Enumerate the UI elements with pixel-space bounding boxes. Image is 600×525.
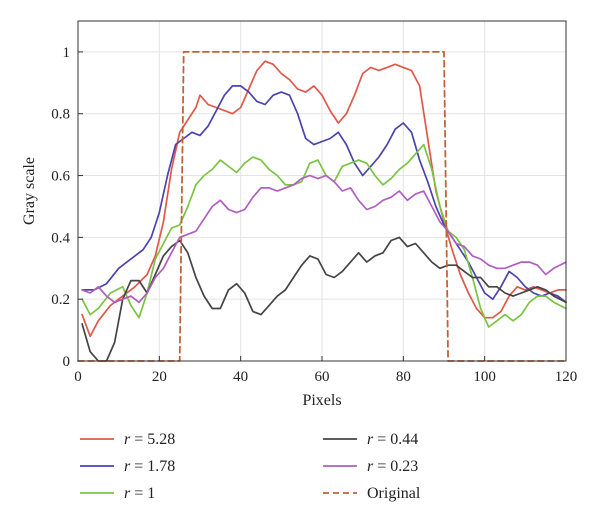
- series-line-r-1-78: [81, 85, 567, 304]
- legend-label: r = 0.23: [367, 458, 418, 475]
- x-axis-title: Pixels: [302, 392, 341, 409]
- x-tick-label: 100: [473, 369, 496, 385]
- legend: r = 5.28r = 1.78r = 1r = 0.44r = 0.23Ori…: [80, 431, 421, 502]
- x-tick-label: 60: [315, 369, 330, 385]
- y-tick-label: 0: [63, 354, 71, 370]
- legend-value: = 5.28: [130, 431, 175, 448]
- y-tick-label: 1: [63, 45, 71, 61]
- y-tick-label: 0.4: [51, 230, 70, 246]
- legend-variable: r: [367, 431, 374, 448]
- legend-variable: r: [124, 431, 131, 448]
- legend-value: = 0.44: [373, 431, 418, 448]
- y-axis-title: Gray scale: [21, 157, 38, 225]
- series-line-r-0-23: [81, 174, 567, 304]
- grid: [77, 21, 567, 362]
- legend-value: = 1.78: [130, 458, 175, 475]
- y-tick-label: 0.8: [51, 107, 70, 123]
- legend-label: r = 5.28: [124, 431, 175, 448]
- legend-label: Original: [367, 485, 421, 502]
- x-tick-label: 80: [396, 369, 411, 385]
- series-line-r-0-44: [81, 236, 567, 362]
- legend-label: r = 1: [124, 485, 155, 502]
- y-tick-label: 0.6: [51, 169, 70, 185]
- legend-variable: r: [124, 458, 131, 475]
- y-tick-label: 0.2: [51, 292, 70, 308]
- x-tick-label: 40: [233, 369, 248, 385]
- legend-value: = 0.23: [373, 458, 418, 475]
- x-tick-label: 120: [555, 369, 578, 385]
- x-tick-label: 0: [74, 369, 82, 385]
- axis-ticks: 0 20 40 60 80 100 120 0 0.2 0.4 0.6 0.8 1: [51, 45, 577, 385]
- legend-label: r = 1.78: [124, 458, 175, 475]
- x-tick-label: 20: [152, 369, 167, 385]
- legend-variable: r: [367, 458, 374, 475]
- legend-variable: r: [124, 485, 131, 502]
- legend-label: r = 0.44: [367, 431, 418, 448]
- series-line-r-5-28: [81, 60, 567, 338]
- legend-value: = 1: [130, 485, 155, 502]
